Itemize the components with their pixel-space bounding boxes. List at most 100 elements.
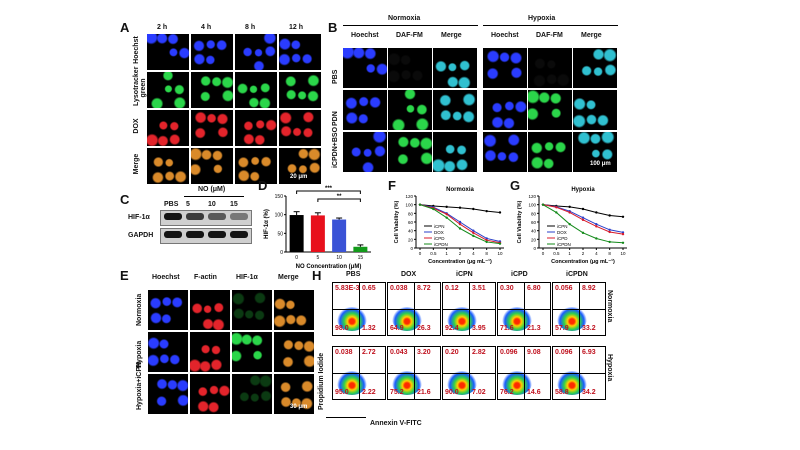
panel-a-col-label: 12 h	[289, 24, 304, 31]
y-tick-label: 40	[531, 229, 537, 234]
flow-plot: 0.056 8.92 57.9 33.2	[552, 282, 606, 336]
quadrant-value: 7.02	[472, 389, 486, 396]
panel-label-a: A	[120, 20, 130, 35]
quadrant-value: 26.3	[417, 325, 431, 332]
x-tick-label: 5	[316, 255, 319, 261]
data-point	[485, 240, 488, 244]
flow-plot: 0.038 8.72 64.9 26.3	[387, 282, 441, 336]
x-tick-label: 10	[336, 255, 342, 261]
quadrant-value: 3.20	[417, 349, 431, 356]
micrograph-tile	[232, 374, 272, 414]
flow-density	[337, 307, 367, 331]
quadrant-line	[524, 283, 525, 335]
x-axis-label: NO Concentration (μM)	[296, 264, 362, 270]
micrograph-tile	[528, 90, 572, 130]
quadrant-value: 2.72	[362, 349, 376, 356]
quadrant-line	[414, 347, 415, 399]
flow-density	[337, 371, 367, 395]
micrograph-tile	[235, 148, 277, 184]
panel-b-group-hypoxia: Hypoxia	[528, 15, 556, 22]
y-axis-label: Cell Viability (%)	[394, 200, 400, 243]
micrograph-tile	[190, 290, 230, 330]
micrograph-tile	[528, 48, 572, 88]
micrograph-tile	[147, 110, 189, 146]
micrograph-tile	[573, 132, 617, 172]
quadrant-value: 3.51	[472, 285, 486, 292]
panel-h-xlabel: Annexin V-FITC	[370, 420, 422, 427]
blot-band	[164, 213, 182, 220]
quadrant-value: 71.6	[500, 325, 514, 332]
flow-plot: 0.038 2.72 95.0 2.22	[332, 346, 386, 400]
data-point	[485, 237, 488, 240]
panel-e-row-label: Hypoxia+iCPN	[136, 361, 143, 410]
y-tick-label: 100	[528, 203, 536, 208]
data-point	[608, 228, 611, 231]
micrograph-tile	[573, 90, 617, 130]
quadrant-value: 0.096	[555, 349, 573, 356]
panel-h-row-label: Normoxia	[606, 290, 613, 323]
panel-h-col-label: PBS	[346, 271, 361, 278]
micrograph-tile	[388, 132, 432, 172]
x-axis-label: Concentration (μg mL⁻¹)	[428, 258, 492, 265]
quadrant-value: 0.056	[555, 285, 573, 292]
panel-label-d: D	[258, 178, 268, 193]
data-point	[485, 209, 488, 213]
micrograph-tile	[147, 148, 189, 184]
x-tick-label: 0.5	[430, 251, 437, 256]
x-tick-label: 4	[595, 251, 598, 256]
quadrant-value: 0.12	[445, 285, 459, 292]
data-point	[621, 232, 625, 236]
x-tick-label: 1	[445, 251, 448, 256]
data-point	[581, 207, 585, 211]
quadrant-value: 98.0	[335, 325, 349, 332]
micrograph-tile	[483, 132, 527, 172]
sig-bracket	[296, 190, 361, 194]
legend-label: iCPDN	[557, 242, 571, 247]
panel-e-col-label: Merge	[278, 274, 299, 281]
panel-label-b: B	[328, 20, 338, 35]
quadrant-value: 95.0	[335, 389, 349, 396]
data-point	[472, 234, 475, 238]
x-tick-label: 2	[582, 251, 585, 256]
micrograph-tile	[148, 332, 188, 372]
data-point	[568, 211, 571, 214]
legend-label: DOX	[434, 230, 444, 235]
flow-density	[447, 371, 477, 395]
panel-a-row-label: Lysotracker green	[133, 66, 147, 106]
micrograph-tile	[274, 332, 314, 372]
y-tick-label: 100	[405, 203, 413, 208]
blot-row-label: GAPDH	[128, 232, 154, 239]
quadrant-value: 76.2	[500, 389, 514, 396]
quadrant-line	[524, 347, 525, 399]
panel-b-col-label: DAF-FM	[396, 32, 423, 39]
quadrant-value: 0.038	[335, 349, 353, 356]
micrograph-tile	[573, 48, 617, 88]
micrograph-tile	[190, 332, 230, 372]
x-arrow	[326, 417, 366, 418]
quadrant-value: 75.2	[390, 389, 404, 396]
quadrant-value: 1.32	[362, 325, 376, 332]
data-point	[472, 229, 475, 232]
legend-label: iCPN	[557, 224, 568, 229]
panel-e-row-label: Normoxia	[136, 293, 143, 326]
bar	[310, 215, 325, 252]
micrograph-tile	[191, 72, 233, 108]
quadrant-value: 21.6	[417, 389, 431, 396]
blot-lane-label: 10	[208, 201, 216, 208]
micrograph-tile	[433, 48, 477, 88]
x-tick-label: 1	[568, 251, 571, 256]
data-point	[485, 239, 488, 242]
micrograph-tile	[235, 110, 277, 146]
data-point	[621, 215, 625, 218]
quadrant-value: 0.043	[390, 349, 408, 356]
micrograph-tile	[279, 148, 321, 184]
panel-label-e: E	[120, 268, 129, 283]
data-point	[418, 203, 422, 206]
blot-lane-label: 15	[230, 201, 238, 208]
panel-a-col-label: 4 h	[201, 24, 212, 31]
quadrant-value: 8.72	[417, 285, 431, 292]
y-tick-label: 120	[528, 194, 536, 199]
micrograph-tile	[528, 132, 572, 172]
quadrant-value: 0.65	[362, 285, 376, 292]
